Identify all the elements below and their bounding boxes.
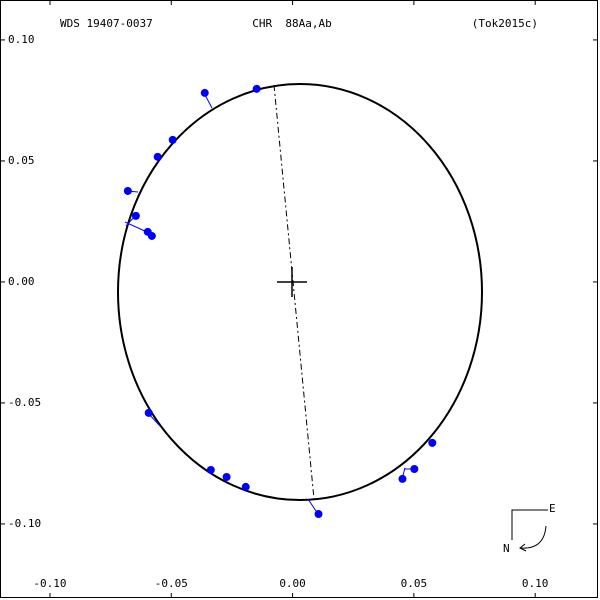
x-tick-label: 0.00 — [279, 577, 306, 590]
data-point — [410, 465, 419, 474]
y-tick-label: 0.10 — [8, 33, 35, 46]
data-point — [314, 510, 323, 519]
data-point — [123, 186, 132, 195]
data-point — [222, 472, 231, 481]
data-point — [147, 231, 156, 240]
x-tick-label: -0.10 — [33, 577, 66, 590]
compass-label: E — [549, 502, 556, 515]
y-tick-label: -0.05 — [8, 396, 41, 409]
data-point — [428, 438, 437, 447]
data-point — [144, 408, 153, 417]
wds-id: WDS 19407-0037 — [60, 17, 153, 30]
y-tick-label: 0.00 — [8, 275, 35, 288]
x-tick-label: 0.10 — [522, 577, 549, 590]
x-tick-label: 0.05 — [401, 577, 428, 590]
y-tick-label: 0.05 — [8, 154, 35, 167]
compass-label: N — [503, 542, 510, 555]
reference: (Tok2015c) — [472, 17, 538, 30]
x-tick-label: -0.05 — [155, 577, 188, 590]
residuals — [124, 92, 414, 515]
data-point — [200, 88, 209, 97]
data-point — [241, 482, 250, 491]
data-point — [131, 211, 140, 220]
data-point — [206, 465, 215, 474]
compass — [511, 509, 548, 552]
data-point — [252, 84, 261, 93]
data-point — [398, 474, 407, 483]
line-of-nodes — [273, 84, 315, 500]
orbit — [117, 83, 483, 501]
data-point — [153, 152, 162, 161]
y-tick-label: -0.10 — [8, 517, 41, 530]
data-point — [168, 135, 177, 144]
chart-title: CHR 88Aa,Ab — [252, 17, 331, 30]
